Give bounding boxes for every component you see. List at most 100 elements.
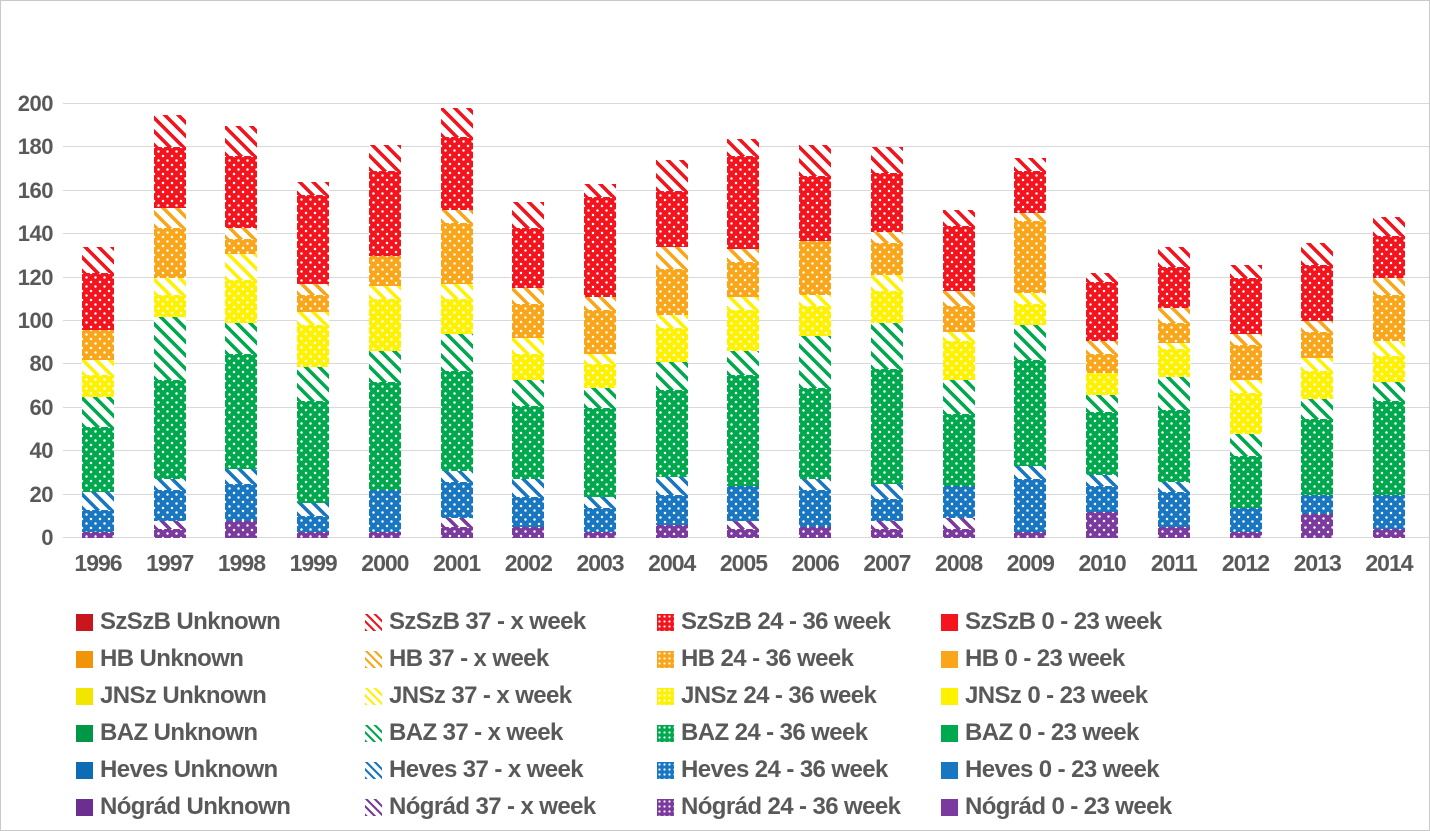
bar-segment-szszb-24---36-week <box>512 227 545 289</box>
bar-segment-hb-24---36-week <box>870 242 903 276</box>
x-axis-category-label: 2013 <box>1293 550 1342 576</box>
legend-swatch-icon <box>941 650 958 668</box>
bar-segment-szszb-24---36-week <box>225 156 258 228</box>
bar-segment-hb-24---36-week <box>82 329 114 361</box>
legend-swatch-icon <box>657 613 674 631</box>
bar-segment-baz-37---x-week <box>1229 433 1262 456</box>
bar-segment-jnsz-24---36-week <box>512 353 545 380</box>
bar-segment-szszb-24---36-week <box>655 190 688 248</box>
bar-segment-baz-37---x-week <box>82 396 114 428</box>
bar-segment-baz-24---36-week <box>727 375 760 486</box>
legend-item-baz-24---36-week: BAZ 24 - 36 week <box>657 718 868 748</box>
bar-segment-jnsz-24---36-week <box>1157 349 1190 378</box>
bar-segment-nógrád-24---36-week <box>1301 514 1334 538</box>
bar-segment-heves-37---x-week <box>1157 481 1190 493</box>
bar-segment-baz-24---36-week <box>153 379 186 480</box>
bar-segment-jnsz-37---x-week <box>297 312 330 326</box>
legend-item-jnsz-0---23-week: JNSz 0 - 23 week <box>941 681 1148 711</box>
y-axis-tick-label: 20 <box>29 481 54 507</box>
x-axis-category-label: 2006 <box>791 550 840 576</box>
chart-legend: SzSzB Unknown SzSzB 37 - x week SzSzB 24 -… <box>1 599 1429 829</box>
legend-item-nógrád-24---36-week: Nógrád 24 - 36 week <box>657 792 901 822</box>
legend-swatch-icon <box>941 687 958 705</box>
legend-item-hb-37---x-week: HB 37 - x week <box>365 644 549 674</box>
bar-segment-nógrád-24---36-week <box>368 531 401 538</box>
bar-segment-baz-24---36-week <box>1086 412 1119 476</box>
bar-segment-nógrád-37---x-week <box>440 518 473 528</box>
bar-segment-jnsz-37---x-week <box>440 284 473 300</box>
bar-segment-baz-37---x-week <box>368 351 401 382</box>
bar-segment-jnsz-24---36-week <box>727 310 760 352</box>
bar-segment-baz-24---36-week <box>1157 409 1190 482</box>
x-axis-category-label: 2009 <box>1006 550 1055 576</box>
bar-segment-jnsz-24---36-week <box>440 299 473 335</box>
legend-swatch-icon <box>657 761 674 779</box>
bar-segment-szszb-37---x-week <box>82 247 114 274</box>
legend-label: Heves Unknown <box>100 756 278 783</box>
bar-segment-baz-24---36-week <box>1372 401 1405 495</box>
bar-segment-hb-37---x-week <box>153 208 186 228</box>
legend-label: Heves 24 - 36 week <box>681 756 888 783</box>
x-axis-category-label: 1996 <box>74 550 122 576</box>
bar-segment-baz-37---x-week <box>1086 394 1119 413</box>
legend-swatch-icon <box>76 650 93 668</box>
legend-item-jnsz-unknown: JNSz Unknown <box>76 681 267 711</box>
legend-label: SzSzB Unknown <box>100 608 281 635</box>
bar-segment-szszb-37---x-week <box>727 138 760 157</box>
bar-2012 <box>1229 104 1262 538</box>
bar-segment-hb-24---36-week <box>1229 344 1262 380</box>
legend-label: BAZ Unknown <box>100 719 258 746</box>
bar-segment-nógrád-24---36-week <box>512 527 545 538</box>
bar-segment-hb-37---x-week <box>655 247 688 269</box>
bar-segment-baz-24---36-week <box>297 401 330 504</box>
legend-item-nógrád-unknown: Nógrád Unknown <box>76 792 291 822</box>
bar-segment-szszb-37---x-week <box>1157 247 1190 267</box>
bar-segment-heves-24---36-week <box>799 490 832 528</box>
x-axis-category-label: 1998 <box>217 550 266 576</box>
bar-segment-hb-24---36-week <box>799 240 832 295</box>
bar-segment-jnsz-37---x-week <box>1229 379 1262 393</box>
bar-segment-jnsz-24---36-week <box>1086 373 1119 395</box>
y-axis-tick-label: 140 <box>17 221 54 247</box>
bar-segment-baz-37---x-week <box>1014 325 1047 361</box>
legend-label: Nógrád Unknown <box>100 793 291 820</box>
legend-label: JNSz 0 - 23 week <box>965 682 1148 709</box>
bar-segment-baz-37---x-week <box>440 334 473 371</box>
bar-segment-jnsz-24---36-week <box>153 294 186 317</box>
bar-segment-jnsz-24---36-week <box>1229 392 1262 434</box>
x-axis-category-label: 2012 <box>1221 550 1270 576</box>
legend-item-baz-unknown: BAZ Unknown <box>76 718 258 748</box>
bar-segment-baz-24---36-week <box>82 427 114 493</box>
bar-segment-hb-37---x-week <box>440 210 473 224</box>
legend-swatch-icon <box>941 798 958 816</box>
bar-segment-jnsz-24---36-week <box>225 279 258 324</box>
bar-segment-nógrád-24---36-week <box>440 527 473 538</box>
bar-segment-jnsz-24---36-week <box>1301 370 1334 400</box>
bar-segment-jnsz-37---x-week <box>82 360 114 376</box>
bar-segment-baz-24---36-week <box>225 353 258 469</box>
plot-area <box>63 103 1429 538</box>
x-axis-category-label: 1997 <box>146 550 194 576</box>
bar-segment-jnsz-37---x-week <box>1301 357 1334 371</box>
bar-segment-heves-24---36-week <box>1014 479 1047 532</box>
bar-segment-jnsz-37---x-week <box>1157 342 1190 350</box>
legend-label: Heves 37 - x week <box>389 756 584 783</box>
bar-segment-hb-37---x-week <box>1229 334 1262 345</box>
bar-segment-baz-37---x-week <box>1372 381 1405 402</box>
bar-segment-baz-24---36-week <box>584 407 617 497</box>
bar-segment-baz-37---x-week <box>655 362 688 391</box>
bar-segment-baz-37---x-week <box>153 316 186 380</box>
bar-segment-szszb-24---36-week <box>799 175 832 241</box>
bar-segment-szszb-37---x-week <box>584 184 617 198</box>
legend-swatch-icon <box>657 650 674 668</box>
bar-segment-heves-24---36-week <box>1157 492 1190 528</box>
bar-2008 <box>942 104 975 538</box>
bar-segment-jnsz-37---x-week <box>512 338 545 354</box>
bar-segment-szszb-24---36-week <box>1301 264 1334 321</box>
bar-segment-szszb-37---x-week <box>942 210 975 226</box>
bar-segment-heves-37---x-week <box>655 477 688 495</box>
bar-segment-hb-24---36-week <box>512 303 545 339</box>
bar-segment-heves-24---36-week <box>727 485 760 521</box>
legend-swatch-icon <box>657 687 674 705</box>
bar-2004 <box>655 104 688 538</box>
